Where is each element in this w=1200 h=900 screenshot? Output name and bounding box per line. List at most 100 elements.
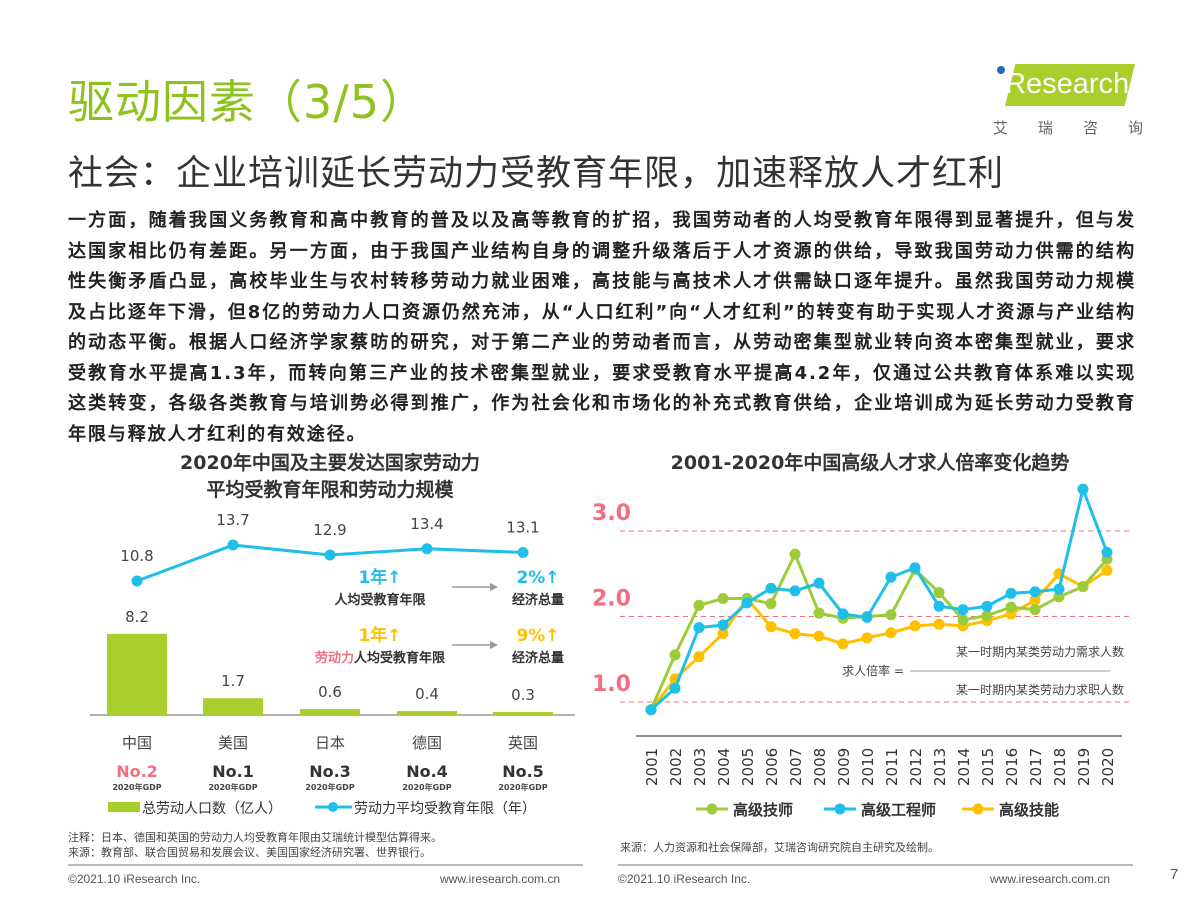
annotation-value: 1年↑ xyxy=(358,625,401,646)
x-tick-label: 2015 xyxy=(979,748,997,786)
series-point xyxy=(813,577,825,589)
y-tick-label: 2.0 xyxy=(592,587,631,612)
category-label: 美国 xyxy=(218,734,248,752)
x-tick-label: 2011 xyxy=(883,748,901,786)
line-value-label: 13.4 xyxy=(410,515,443,533)
footer-url[interactable]: www.iresearch.com.cn xyxy=(990,872,1111,886)
series-point xyxy=(957,614,969,626)
x-tick-label: 2014 xyxy=(955,748,973,786)
gdp-rank: No.2 xyxy=(116,762,158,781)
bar-value-label: 1.7 xyxy=(221,672,245,690)
divider xyxy=(68,864,583,866)
footer-url[interactable]: www.iresearch.com.cn xyxy=(440,872,561,886)
line-value-label: 10.8 xyxy=(120,547,153,565)
x-tick-label: 2002 xyxy=(667,748,685,786)
legend-label: 总劳动人口数（亿人） xyxy=(142,801,282,817)
arrow-head-icon xyxy=(490,641,498,649)
left-notes: 注释：日本、德国和英国的劳动力人均受教育年限由艾瑞统计模型估算得来。 来源：教育部… xyxy=(68,831,442,859)
legend-label: 高级技师 xyxy=(733,801,793,819)
gdp-rank: No.5 xyxy=(502,762,544,781)
line-point xyxy=(421,543,433,555)
series-point xyxy=(1029,604,1041,616)
iresearch-logo: ıResearch 艾瑞咨询 xyxy=(985,62,1145,140)
page-number: 7 xyxy=(1170,866,1179,883)
series-point xyxy=(909,562,921,574)
series-point xyxy=(717,619,729,631)
series-point xyxy=(981,600,993,612)
line-value-label: 13.1 xyxy=(506,518,539,536)
x-tick-label: 2005 xyxy=(739,748,757,786)
category-label: 日本 xyxy=(315,734,345,752)
series-point xyxy=(717,593,729,605)
bar-value-label: 0.6 xyxy=(318,683,342,701)
footer-copyright: ©2021.10 iResearch Inc. xyxy=(68,872,201,886)
series-point xyxy=(957,604,969,616)
gdp-rank-caption: 2020年GDP xyxy=(402,782,451,792)
gdp-rank-caption: 2020年GDP xyxy=(208,782,257,792)
annotation-result: 9%↑ xyxy=(516,626,559,646)
logo-dot xyxy=(997,66,1005,74)
bar xyxy=(300,709,360,715)
series-point xyxy=(693,599,705,611)
formula-lhs: 求人倍率 = xyxy=(842,663,904,678)
x-tick-label: 2010 xyxy=(859,748,877,786)
series-point xyxy=(1101,546,1113,558)
series-point xyxy=(933,618,945,630)
x-tick-label: 2007 xyxy=(787,748,805,786)
series-point xyxy=(933,600,945,612)
x-tick-label: 2013 xyxy=(931,748,949,786)
x-tick-label: 2020 xyxy=(1099,748,1117,786)
series-point xyxy=(1005,601,1017,613)
right-chart-title: 2001-2020年中国高级人才求人倍率变化趋势 xyxy=(670,452,1070,474)
arrow-head-icon xyxy=(490,583,498,591)
series-point xyxy=(1077,581,1089,593)
divider xyxy=(618,864,1133,866)
legend-marker xyxy=(706,803,718,815)
bar-value-label: 8.2 xyxy=(125,608,149,626)
x-tick-label: 2018 xyxy=(1051,748,1069,786)
line-value-label: 12.9 xyxy=(313,521,346,539)
annotation-value: 1年↑ xyxy=(358,567,401,588)
x-tick-label: 2004 xyxy=(715,748,733,786)
series-point xyxy=(669,649,681,661)
bar-value-label: 0.3 xyxy=(511,686,535,704)
gdp-rank-caption: 2020年GDP xyxy=(498,782,547,792)
category-label: 中国 xyxy=(122,734,152,752)
logo-cn: 艾瑞咨询 xyxy=(993,119,1143,137)
gdp-rank: No.4 xyxy=(406,762,448,781)
series-point xyxy=(813,630,825,642)
annotation-label: 人均受教育年限 xyxy=(334,592,426,608)
gdp-rank-caption: 2020年GDP xyxy=(112,782,161,792)
series-point xyxy=(1053,591,1065,603)
bar xyxy=(493,712,553,715)
series-point xyxy=(1077,483,1089,495)
series-point xyxy=(693,622,705,634)
annotation-label-text: 人均受教育年限 xyxy=(354,650,446,666)
series-point xyxy=(1101,564,1113,576)
series-point xyxy=(837,638,849,650)
logo-plate xyxy=(1005,64,1135,106)
left-chart-title: 2020年中国及主要发达国家劳动力 平均受教育年限和劳动力规模 xyxy=(180,452,480,501)
line-point xyxy=(517,546,529,558)
right-source: 来源：人力资源和社会保障部，艾瑞咨询研究院自主研究及绘制。 xyxy=(620,841,939,854)
line-point xyxy=(324,549,336,561)
gdp-rank-caption: 2020年GDP xyxy=(305,782,354,792)
series-point xyxy=(741,597,753,609)
x-tick-label: 2017 xyxy=(1027,748,1045,786)
x-tick-label: 2009 xyxy=(835,748,853,786)
series-point xyxy=(669,682,681,694)
line-point xyxy=(227,539,239,551)
x-tick-label: 2003 xyxy=(691,748,709,786)
series-point xyxy=(813,607,825,619)
x-tick-label: 2016 xyxy=(1003,748,1021,786)
series-point xyxy=(1029,594,1041,606)
gdp-rank: No.1 xyxy=(212,762,254,781)
legend-marker xyxy=(972,803,984,815)
bar-value-label: 0.4 xyxy=(415,685,439,703)
series-point xyxy=(765,582,777,594)
annotation-result: 2%↑ xyxy=(516,568,559,588)
series-point xyxy=(693,651,705,663)
x-tick-label: 2012 xyxy=(907,748,925,786)
